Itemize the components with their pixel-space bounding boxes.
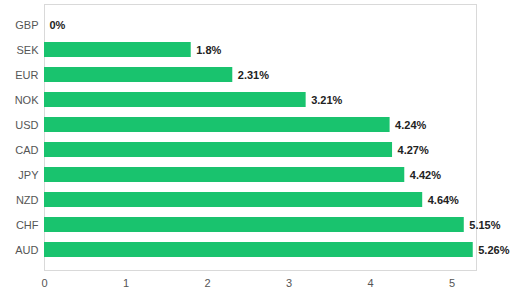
svg-text:JPY: JPY — [18, 169, 39, 181]
svg-text:CHF: CHF — [16, 219, 39, 231]
svg-text:0: 0 — [41, 277, 47, 289]
svg-text:4.64%: 4.64% — [428, 194, 459, 206]
svg-text:AUD: AUD — [15, 244, 38, 256]
svg-text:GBP: GBP — [15, 19, 38, 31]
svg-text:USD: USD — [15, 119, 38, 131]
svg-text:4.42%: 4.42% — [410, 169, 441, 181]
svg-text:EUR: EUR — [15, 69, 38, 81]
svg-text:5.26%: 5.26% — [478, 244, 509, 256]
svg-text:2.31%: 2.31% — [238, 69, 269, 81]
svg-text:4: 4 — [367, 277, 373, 289]
svg-text:1: 1 — [123, 277, 129, 289]
svg-text:NZD: NZD — [16, 194, 39, 206]
svg-text:CAD: CAD — [15, 144, 38, 156]
svg-text:0%: 0% — [50, 19, 66, 31]
svg-text:4.24%: 4.24% — [395, 119, 426, 131]
svg-text:5: 5 — [449, 277, 455, 289]
svg-text:SEK: SEK — [16, 44, 39, 56]
svg-text:4.27%: 4.27% — [398, 144, 429, 156]
svg-text:5.15%: 5.15% — [469, 219, 500, 231]
svg-text:NOK: NOK — [15, 94, 40, 106]
svg-text:3.21%: 3.21% — [311, 94, 342, 106]
svg-text:3: 3 — [286, 277, 292, 289]
svg-text:2: 2 — [204, 277, 210, 289]
svg-text:1.8%: 1.8% — [196, 44, 221, 56]
